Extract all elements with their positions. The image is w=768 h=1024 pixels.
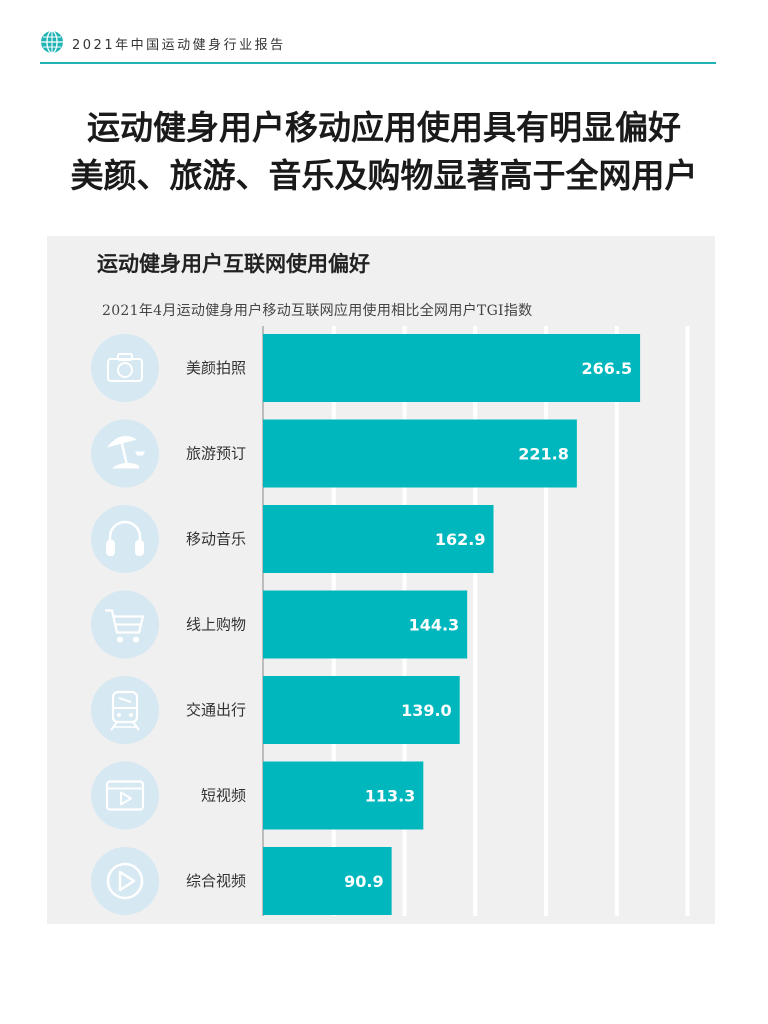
data-label: 139.0 (401, 701, 452, 720)
data-label: 266.5 (581, 359, 632, 378)
bar (263, 676, 460, 744)
beach-umbrella-icon (91, 419, 159, 488)
category-label: 综合视频 (186, 872, 246, 890)
play-circle-icon (91, 847, 159, 915)
category-label: 美颜拍照 (186, 359, 246, 377)
report-header: 2021年中国运动健身行业报告 (40, 28, 716, 64)
data-label: 162.9 (435, 530, 486, 549)
page-title-line-1: 运动健身用户移动应用使用具有明显偏好 (87, 108, 681, 147)
data-label: 113.3 (365, 787, 416, 806)
category-label: 交通出行 (186, 701, 246, 719)
train-icon (91, 676, 159, 744)
video-screen-icon (91, 761, 159, 830)
page-title-line-2: 美颜、旅游、音乐及购物显著高于全网用户 (70, 156, 698, 195)
shopping-cart-icon (91, 590, 159, 659)
bar (263, 505, 494, 573)
header-title: 2021年中国运动健身行业报告 (72, 38, 286, 53)
bar (263, 847, 392, 915)
chart-title: 运动健身用户互联网使用偏好 (97, 252, 370, 276)
category-label: 线上购物 (186, 616, 246, 634)
headphones-icon (91, 505, 159, 573)
chart-subtitle: 2021年4月运动健身用户移动互联网应用使用相比全网用户TGI指数 (102, 303, 533, 319)
bar (263, 761, 424, 830)
data-label: 144.3 (409, 616, 460, 635)
category-label: 旅游预订 (186, 445, 246, 463)
globe-icon (41, 30, 63, 54)
data-label: 221.8 (518, 445, 569, 464)
bar (263, 334, 641, 402)
category-label: 移动音乐 (186, 530, 246, 548)
header-divider (40, 62, 716, 64)
data-label: 90.9 (344, 872, 383, 891)
category-label: 短视频 (201, 787, 246, 805)
bar (263, 419, 577, 488)
camera-icon (91, 334, 159, 402)
bar (263, 590, 468, 659)
